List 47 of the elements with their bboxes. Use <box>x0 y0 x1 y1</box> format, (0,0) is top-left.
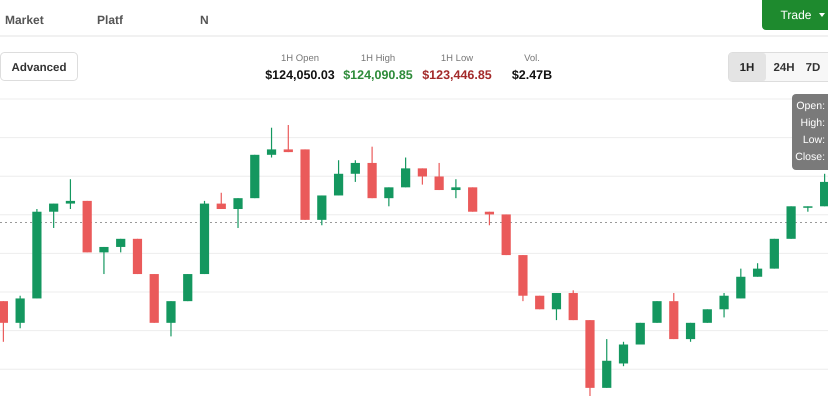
candlestick <box>434 162 444 191</box>
candlestick <box>284 124 293 153</box>
candlestick <box>384 186 394 207</box>
candlestick <box>484 211 494 226</box>
text: Trade <box>780 8 812 22</box>
text: Open: <box>796 100 825 112</box>
candlestick <box>99 246 109 275</box>
candlestick <box>451 178 461 199</box>
annotation: Close: <box>795 151 825 163</box>
annotation: Low: <box>802 134 825 146</box>
text: Advanced <box>12 62 66 74</box>
text: N <box>200 13 209 27</box>
candlestick <box>66 178 76 210</box>
text: $123,446.85 <box>422 68 492 82</box>
candlestick <box>702 308 712 324</box>
candlestick <box>686 322 696 342</box>
text: 1H Open <box>280 53 320 64</box>
text: 1H High <box>360 53 396 64</box>
candlestick <box>49 202 58 229</box>
text: Platf <box>97 13 124 27</box>
candlestick <box>334 160 344 196</box>
candlestick <box>0 300 8 342</box>
candlestick <box>216 192 226 210</box>
text: Market <box>5 13 44 27</box>
text: $124,090.85 <box>343 68 413 82</box>
candlestick <box>266 127 276 158</box>
candlestick <box>166 300 176 337</box>
candlestick <box>418 168 427 186</box>
candlestick <box>116 238 126 253</box>
annotation: High: <box>800 117 825 129</box>
candlestick <box>535 295 544 310</box>
candlestick <box>736 268 746 300</box>
candlestick <box>652 300 662 324</box>
candlestick <box>752 262 762 278</box>
candlestick <box>552 292 562 321</box>
text: $2.47B <box>512 68 552 82</box>
candlestick <box>233 198 243 229</box>
candlestick <box>401 156 410 188</box>
text: 7D <box>806 62 820 74</box>
candlestick <box>719 292 729 318</box>
candlestick <box>350 160 360 183</box>
text: $124,050.03 <box>265 68 335 82</box>
text: 24H <box>773 62 795 74</box>
text: Vol. <box>524 53 540 64</box>
text: 1H <box>740 62 754 74</box>
candlestick <box>618 341 628 367</box>
text: 1H Low <box>440 53 474 64</box>
